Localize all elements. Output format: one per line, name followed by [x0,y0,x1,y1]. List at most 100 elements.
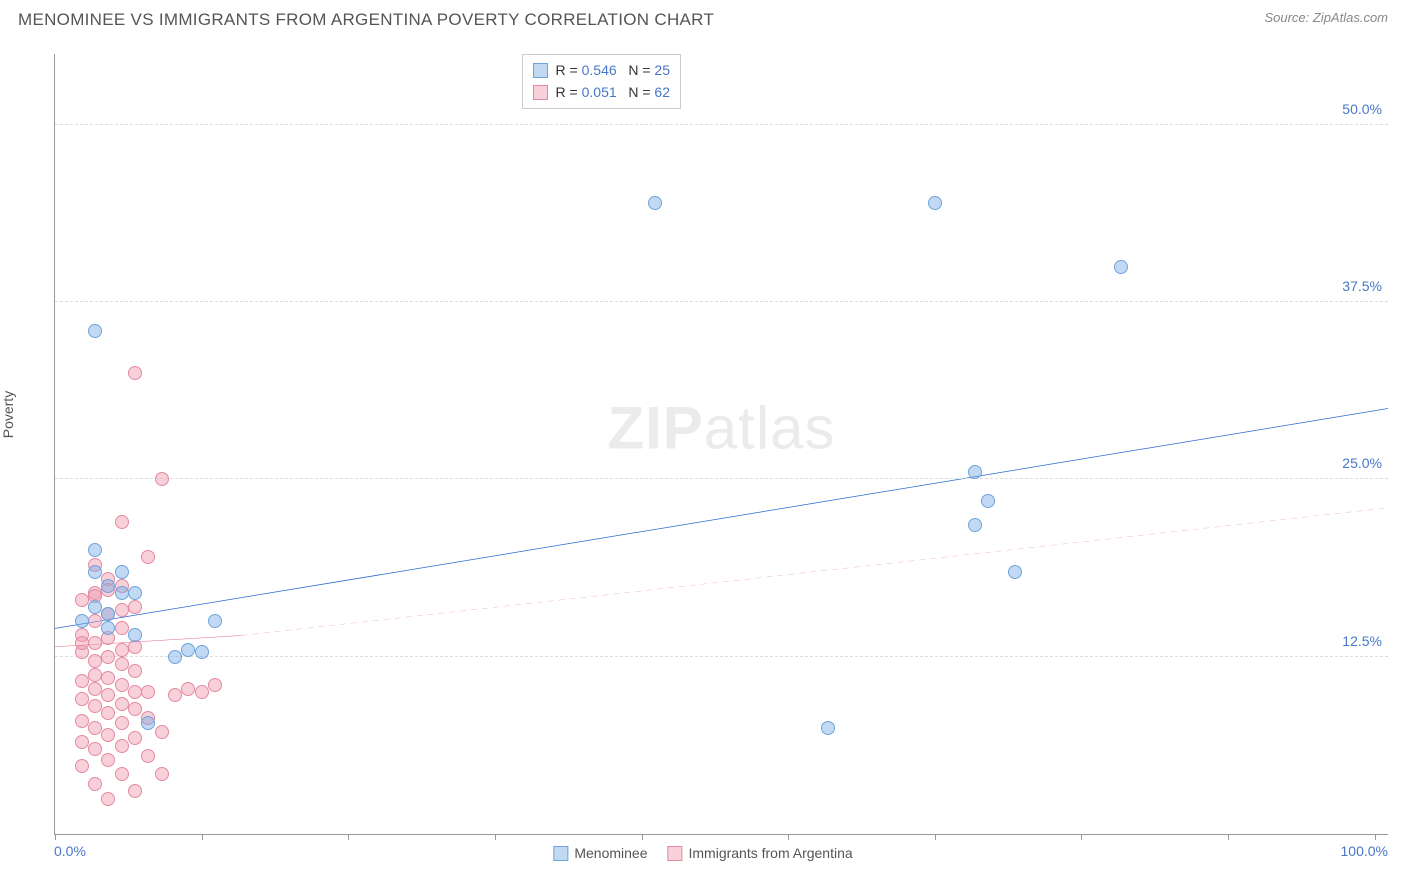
correlation-legend: R = 0.546 N = 25R = 0.051 N = 62 [522,54,681,109]
series-a-point [128,628,142,642]
series-a-point [101,579,115,593]
series-b-point [88,699,102,713]
x-tick [495,834,496,840]
series-b-point [168,688,182,702]
series-b-point [128,702,142,716]
series-b-point [115,739,129,753]
series-b-point [75,593,89,607]
series-a-point [88,600,102,614]
series-a-point [75,614,89,628]
series-b-point [88,682,102,696]
series-a-point [1008,565,1022,579]
series-b-point [101,753,115,767]
legend-row: R = 0.546 N = 25 [533,59,670,81]
legend-item: Immigrants from Argentina [667,845,852,861]
series-a-point [115,565,129,579]
series-b-point [88,614,102,628]
series-b-point [115,657,129,671]
x-tick [642,834,643,840]
x-tick [1228,834,1229,840]
source-label: Source: ZipAtlas.com [1264,10,1388,25]
y-tick-label: 12.5% [1342,633,1382,649]
chart-container: Poverty ZIPatlas R = 0.546 N = 25R = 0.0… [18,40,1388,867]
series-b-point [88,742,102,756]
series-b-point [115,515,129,529]
series-a-point [821,721,835,735]
legend-swatch [667,846,682,861]
series-b-point [141,550,155,564]
series-a-point [195,645,209,659]
series-a-point [648,196,662,210]
series-a-point [168,650,182,664]
x-tick [788,834,789,840]
series-b-point [101,688,115,702]
series-b-point [88,721,102,735]
series-a-point [101,621,115,635]
x-tick [55,834,56,840]
series-b-point [128,600,142,614]
series-b-point [115,678,129,692]
series-b-point [115,716,129,730]
series-legend: Menominee Immigrants from Argentina [553,845,852,861]
series-b-point [101,792,115,806]
series-b-point [181,682,195,696]
y-tick-label: 37.5% [1342,278,1382,294]
series-b-point [141,685,155,699]
series-b-point [88,668,102,682]
legend-text: R = 0.051 N = 62 [556,81,670,103]
series-b-point [128,731,142,745]
series-b-point [115,643,129,657]
series-b-point [75,636,89,650]
series-b-point [128,685,142,699]
series-b-point [195,685,209,699]
trend-line [55,409,1388,629]
series-b-point [75,735,89,749]
legend-swatch [553,846,568,861]
series-a-point [88,565,102,579]
series-b-point [155,472,169,486]
series-b-point [128,664,142,678]
series-b-point [141,749,155,763]
x-tick [202,834,203,840]
series-a-point [981,494,995,508]
legend-swatch [533,85,548,100]
series-a-point [968,518,982,532]
series-a-point [208,614,222,628]
y-tick-label: 25.0% [1342,455,1382,471]
series-b-point [208,678,222,692]
series-a-point [101,607,115,621]
series-a-point [968,465,982,479]
gridline [55,656,1388,657]
series-b-point [75,692,89,706]
series-b-point [115,621,129,635]
series-a-point [141,716,155,730]
legend-item: Menominee [553,845,647,861]
series-a-point [88,543,102,557]
series-b-point [101,706,115,720]
series-a-point [1114,260,1128,274]
series-b-point [128,366,142,380]
x-tick [1081,834,1082,840]
legend-label: Immigrants from Argentina [688,845,852,861]
series-b-point [75,714,89,728]
x-axis-max-label: 100.0% [1341,843,1388,859]
series-b-point [88,654,102,668]
y-axis-label: Poverty [0,390,16,437]
series-a-point [115,586,129,600]
gridline [55,301,1388,302]
trend-lines [55,54,1388,834]
legend-label: Menominee [574,845,647,861]
series-b-point [88,636,102,650]
legend-row: R = 0.051 N = 62 [533,81,670,103]
gridline [55,478,1388,479]
series-a-point [928,196,942,210]
trend-line [242,508,1388,636]
series-a-point [88,324,102,338]
series-b-point [88,777,102,791]
watermark-light: atlas [704,395,836,462]
gridline [55,124,1388,125]
series-b-point [115,603,129,617]
x-tick [935,834,936,840]
plot-area: ZIPatlas R = 0.546 N = 25R = 0.051 N = 6… [54,54,1388,835]
watermark-bold: ZIP [607,395,703,462]
